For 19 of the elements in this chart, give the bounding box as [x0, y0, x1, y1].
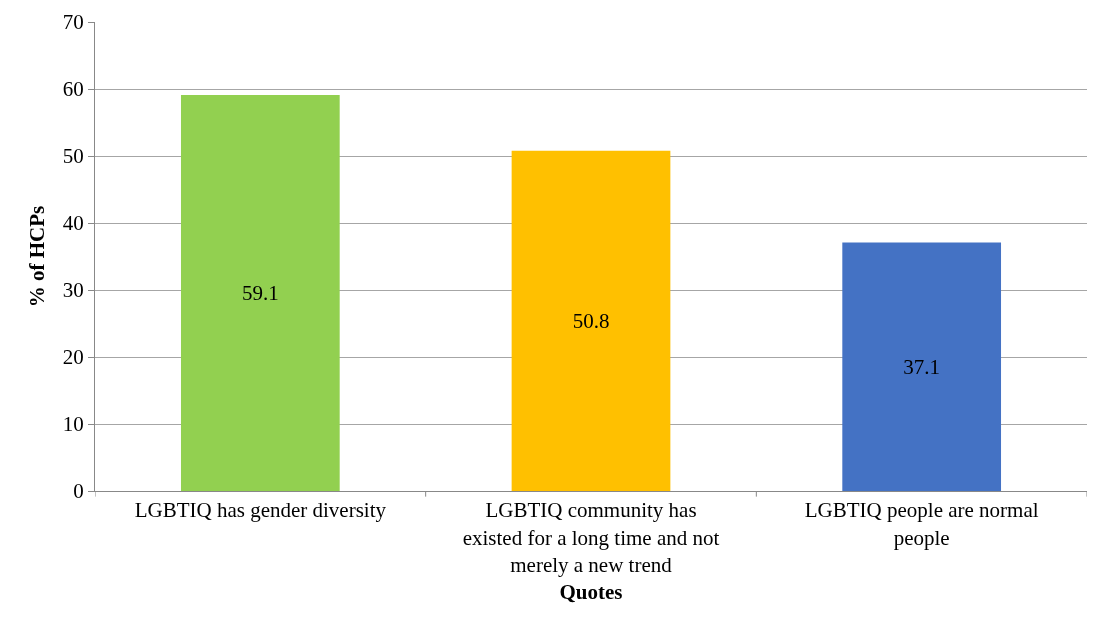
y-tick-label: 50	[62, 144, 84, 169]
y-tick-label: 10	[62, 412, 84, 437]
y-tick-label: 60	[62, 77, 84, 102]
x-tick-label: LGBTIQ community has existed for a long time and not merely a new trend	[462, 498, 720, 577]
bar	[511, 150, 671, 491]
y-tick-label: 0	[73, 479, 84, 504]
bar	[180, 95, 340, 491]
bar	[842, 242, 1002, 491]
x-tick-label: LGBTIQ has gender diversity	[134, 498, 387, 523]
y-axis-title: % of HCPs	[24, 205, 49, 308]
data-label: 59.1	[241, 281, 279, 306]
data-label: 50.8	[572, 308, 610, 333]
y-tick-label: 30	[62, 278, 84, 303]
y-tick-label: 20	[62, 345, 84, 370]
y-tick-label: 40	[62, 211, 84, 236]
x-tick-label: LGBTIQ people are normal people	[804, 498, 1039, 550]
x-axis-title: Quotes	[559, 580, 623, 604]
data-label: 37.1	[903, 354, 941, 379]
y-tick-label: 70	[62, 10, 84, 35]
